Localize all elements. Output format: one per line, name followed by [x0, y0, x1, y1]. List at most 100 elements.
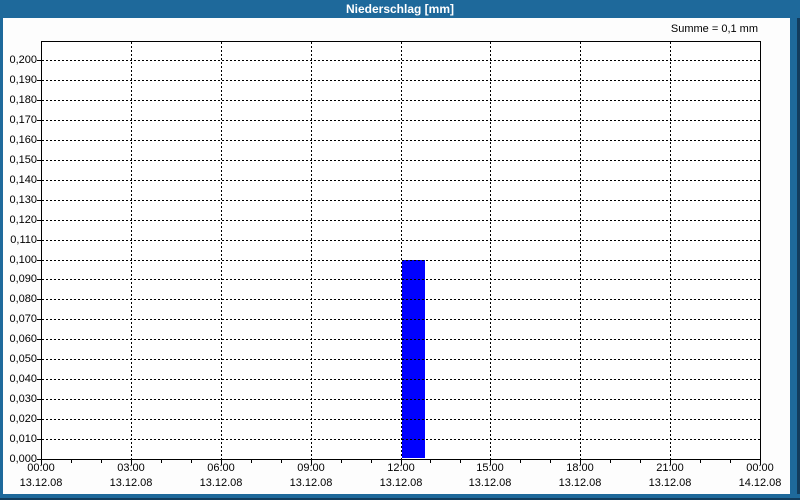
x-date-label: 13.12.08 — [109, 477, 153, 489]
y-tick-label: 0,180 — [9, 94, 37, 106]
x-major-tick-mark — [131, 460, 132, 465]
x-major-tick-mark — [670, 460, 671, 465]
x-major-tick-mark — [490, 460, 491, 465]
x-date-label: 13.12.08 — [468, 477, 512, 489]
gridline-vertical — [221, 42, 222, 459]
y-tick-label: 0,140 — [9, 174, 37, 186]
x-time-label: 00:00 — [27, 462, 55, 474]
y-tick-mark — [37, 240, 41, 241]
y-tick-label: 0,100 — [9, 254, 37, 266]
chart-title: Niederschlag [mm] — [345, 2, 455, 16]
window-border-right — [790, 18, 800, 500]
y-tick-label: 0,170 — [9, 114, 37, 126]
x-time-label: 00:00 — [746, 462, 774, 474]
y-tick-mark — [37, 379, 41, 380]
y-tick-label: 0,050 — [9, 353, 37, 365]
x-major-tick-mark — [221, 460, 222, 465]
x-minor-tick-mark — [640, 460, 641, 463]
x-date-label: 13.12.08 — [558, 477, 602, 489]
x-minor-tick-mark — [161, 460, 162, 463]
y-tick-mark — [37, 80, 41, 81]
x-time-label: 09:00 — [297, 462, 325, 474]
y-tick-mark — [37, 319, 41, 320]
x-date-label: 14.12.08 — [738, 477, 782, 489]
y-tick-label: 0,080 — [9, 293, 37, 305]
x-date-label: 13.12.08 — [648, 477, 692, 489]
gridline-vertical — [490, 42, 491, 459]
y-tick-mark — [37, 120, 41, 121]
x-date-label: 13.12.08 — [19, 477, 63, 489]
y-tick-mark — [37, 459, 41, 460]
gridline-vertical — [580, 42, 581, 459]
y-tick-label: 0,200 — [9, 54, 37, 66]
x-time-label: 06:00 — [207, 462, 235, 474]
window-border-left — [0, 18, 3, 500]
y-tick-label: 0,010 — [9, 433, 37, 445]
y-tick-mark — [37, 419, 41, 420]
y-tick-mark — [37, 60, 41, 61]
x-time-label: 03:00 — [117, 462, 145, 474]
y-tick-label: 0,160 — [9, 134, 37, 146]
x-minor-tick-mark — [460, 460, 461, 463]
plot-area — [41, 41, 761, 460]
y-tick-mark — [37, 200, 41, 201]
x-minor-tick-mark — [251, 460, 252, 463]
gridline-vertical — [401, 42, 402, 459]
y-tick-mark — [37, 359, 41, 360]
y-tick-label: 0,120 — [9, 214, 37, 226]
gridline-vertical — [311, 42, 312, 459]
sum-annotation: Summe = 0,1 mm — [670, 23, 758, 35]
y-tick-label: 0,130 — [9, 194, 37, 206]
x-minor-tick-mark — [101, 460, 102, 463]
x-major-tick-mark — [401, 460, 402, 465]
y-tick-label: 0,020 — [9, 413, 37, 425]
y-tick-label: 0,150 — [9, 154, 37, 166]
x-time-label: 18:00 — [566, 462, 594, 474]
x-time-label: 12:00 — [387, 462, 415, 474]
y-tick-label: 0,060 — [9, 333, 37, 345]
x-minor-tick-mark — [341, 460, 342, 463]
x-minor-tick-mark — [371, 460, 372, 463]
y-tick-mark — [37, 339, 41, 340]
y-tick-label: 0,110 — [10, 234, 37, 246]
x-minor-tick-mark — [430, 460, 431, 463]
y-tick-mark — [37, 279, 41, 280]
y-tick-label: 0,070 — [9, 313, 37, 325]
gridline-vertical — [670, 42, 671, 459]
x-date-label: 13.12.08 — [379, 477, 423, 489]
x-minor-tick-mark — [520, 460, 521, 463]
x-major-tick-mark — [41, 460, 42, 465]
y-tick-label: 0,190 — [9, 74, 37, 86]
x-major-tick-mark — [580, 460, 581, 465]
y-tick-mark — [37, 220, 41, 221]
x-major-tick-mark — [760, 460, 761, 465]
x-date-label: 13.12.08 — [289, 477, 333, 489]
y-tick-mark — [37, 140, 41, 141]
y-tick-label: 0,040 — [9, 373, 37, 385]
y-tick-label: 0,090 — [9, 273, 37, 285]
y-tick-mark — [37, 160, 41, 161]
y-tick-mark — [37, 100, 41, 101]
y-tick-mark — [37, 399, 41, 400]
y-tick-mark — [37, 260, 41, 261]
x-minor-tick-mark — [71, 460, 72, 463]
x-major-tick-mark — [311, 460, 312, 465]
x-minor-tick-mark — [281, 460, 282, 463]
y-tick-mark — [37, 439, 41, 440]
x-time-label: 15:00 — [476, 462, 504, 474]
x-minor-tick-mark — [191, 460, 192, 463]
y-tick-mark — [37, 180, 41, 181]
x-time-label: 21:00 — [656, 462, 684, 474]
y-tick-label: 0,000 — [9, 453, 37, 465]
x-minor-tick-mark — [700, 460, 701, 463]
x-minor-tick-mark — [610, 460, 611, 463]
window-border-bottom — [0, 494, 800, 500]
x-date-label: 13.12.08 — [199, 477, 243, 489]
window-title-bar[interactable]: Niederschlag [mm] — [0, 0, 800, 18]
y-tick-mark — [37, 299, 41, 300]
x-minor-tick-mark — [550, 460, 551, 463]
y-tick-label: 0,030 — [9, 393, 37, 405]
gridline-vertical — [131, 42, 132, 459]
x-minor-tick-mark — [730, 460, 731, 463]
